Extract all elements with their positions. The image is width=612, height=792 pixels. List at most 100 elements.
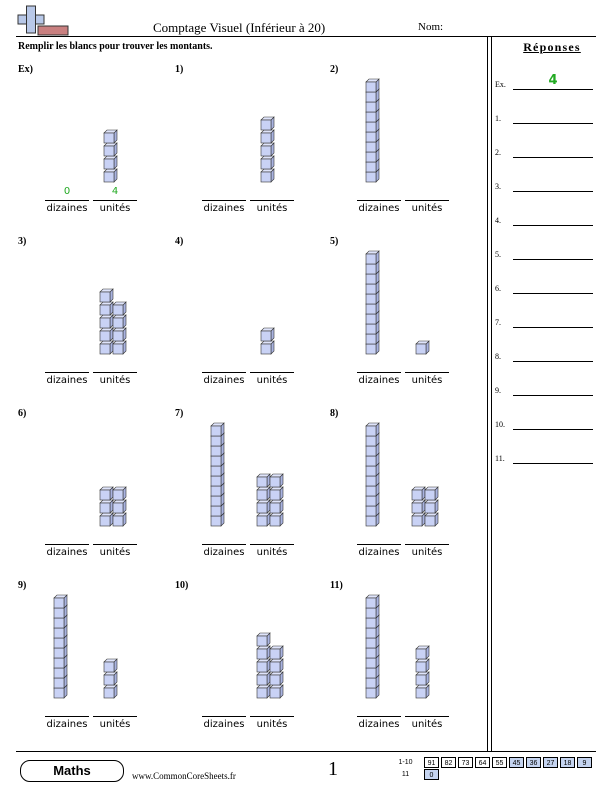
answer-line[interactable] <box>513 225 593 226</box>
ones-answer-line[interactable] <box>405 372 449 373</box>
tens-answer-value: 0 <box>63 186 71 197</box>
ten-rod <box>365 78 380 183</box>
problem-number: 3) <box>18 236 27 247</box>
problem-number: 6) <box>18 408 27 419</box>
base-ten-blocks <box>99 486 127 527</box>
tens-answer-line[interactable] <box>45 372 89 373</box>
answer-row[interactable]: 8. <box>495 346 595 362</box>
tens-answer-line[interactable] <box>45 716 89 717</box>
tens-answer-line[interactable] <box>45 200 89 201</box>
answer-line[interactable] <box>513 395 593 396</box>
ones-label: unités <box>256 375 288 386</box>
answer-line[interactable] <box>513 191 593 192</box>
answer-row[interactable]: 1. <box>495 108 595 124</box>
unit-cube <box>411 499 426 514</box>
problem-4: 4) dizaines unités <box>175 236 325 406</box>
tens-answer-line[interactable] <box>357 200 401 201</box>
unit-cube <box>269 658 284 673</box>
unit-cube <box>103 684 118 699</box>
unit-cube <box>256 684 271 699</box>
problem-number: 1) <box>175 64 184 75</box>
tens-answer-line[interactable] <box>202 544 246 545</box>
problem-example: Ex) dizaines 0 unités 4 <box>18 64 168 234</box>
unit-cube <box>99 288 114 303</box>
unit-cube <box>365 250 380 265</box>
ones-answer-line[interactable] <box>250 544 294 545</box>
ones-answer-line[interactable] <box>250 716 294 717</box>
ten-rod <box>365 594 380 699</box>
tens-answer-line[interactable] <box>45 544 89 545</box>
unit-cube <box>415 658 430 673</box>
problem-number: 11) <box>330 580 343 591</box>
problem-5: 5) dizaines unités <box>330 236 480 406</box>
ones-answer-line[interactable] <box>405 200 449 201</box>
answer-row[interactable]: 4. <box>495 210 595 226</box>
unit-cube <box>260 327 275 342</box>
problem-number: 2) <box>330 64 339 75</box>
ones-answer-line[interactable] <box>405 716 449 717</box>
answer-label: 1. <box>495 114 501 123</box>
tens-label: dizaines <box>46 719 88 730</box>
unit-cube <box>269 645 284 660</box>
unit-cube <box>99 512 114 527</box>
tens-answer-line[interactable] <box>202 716 246 717</box>
answer-line[interactable] <box>513 361 593 362</box>
answer-line[interactable] <box>513 429 593 430</box>
unit-cube <box>99 327 114 342</box>
answer-row[interactable]: 7. <box>495 312 595 328</box>
ones-label: unités <box>256 203 288 214</box>
unit-cube <box>256 658 271 673</box>
answer-label: Ex. <box>495 80 506 89</box>
unit-cube <box>112 340 127 355</box>
unit-cube <box>256 671 271 686</box>
answer-row[interactable]: 11. <box>495 448 595 464</box>
tens-answer-line[interactable] <box>357 544 401 545</box>
key-value: 27 <box>543 757 558 768</box>
tens-label: dizaines <box>358 719 400 730</box>
ones-answer-line[interactable] <box>405 544 449 545</box>
unit-cube <box>365 422 380 437</box>
key-value: 36 <box>526 757 541 768</box>
answer-line[interactable] <box>513 89 593 90</box>
answer-row[interactable]: 10. <box>495 414 595 430</box>
problem-3: 3) dizaines unités <box>18 236 168 406</box>
answer-row[interactable]: 5. <box>495 244 595 260</box>
answer-line[interactable] <box>513 157 593 158</box>
unit-cube <box>256 473 271 488</box>
ones-answer-value: 4 <box>111 186 119 197</box>
answer-line[interactable] <box>513 123 593 124</box>
answer-row[interactable]: 9. <box>495 380 595 396</box>
ten-rod <box>365 422 380 527</box>
ones-answer-line[interactable] <box>93 372 137 373</box>
ones-label: unités <box>411 547 443 558</box>
page-title: Comptage Visuel (Inférieur à 20) <box>153 20 326 35</box>
unit-cube <box>260 116 275 131</box>
logo-icon <box>17 5 69 36</box>
answer-line[interactable] <box>513 463 593 464</box>
base-ten-blocks <box>103 129 118 183</box>
ones-label: unités <box>99 719 131 730</box>
tens-answer-line[interactable] <box>357 716 401 717</box>
answer-line[interactable] <box>513 327 593 328</box>
key-row-label: 1-10 <box>398 759 413 766</box>
ones-answer-line[interactable] <box>93 200 137 201</box>
tens-answer-line[interactable] <box>357 372 401 373</box>
answer-row[interactable]: 6. <box>495 278 595 294</box>
unit-cube <box>411 486 426 501</box>
answer-row[interactable]: Ex. 4 <box>495 73 595 90</box>
unit-cube <box>112 512 127 527</box>
tens-answer-line[interactable] <box>202 372 246 373</box>
ones-answer-line[interactable] <box>93 716 137 717</box>
answer-row[interactable]: 3. <box>495 176 595 192</box>
ones-answer-line[interactable] <box>250 372 294 373</box>
answer-label: 10. <box>495 420 505 429</box>
answer-row[interactable]: 2. <box>495 142 595 158</box>
answer-line[interactable] <box>513 259 593 260</box>
tens-label: dizaines <box>203 375 245 386</box>
ones-answer-line[interactable] <box>93 544 137 545</box>
tens-answer-line[interactable] <box>202 200 246 201</box>
unit-cube <box>256 499 271 514</box>
ones-answer-line[interactable] <box>250 200 294 201</box>
answer-line[interactable] <box>513 293 593 294</box>
answer-label: 4. <box>495 216 501 225</box>
